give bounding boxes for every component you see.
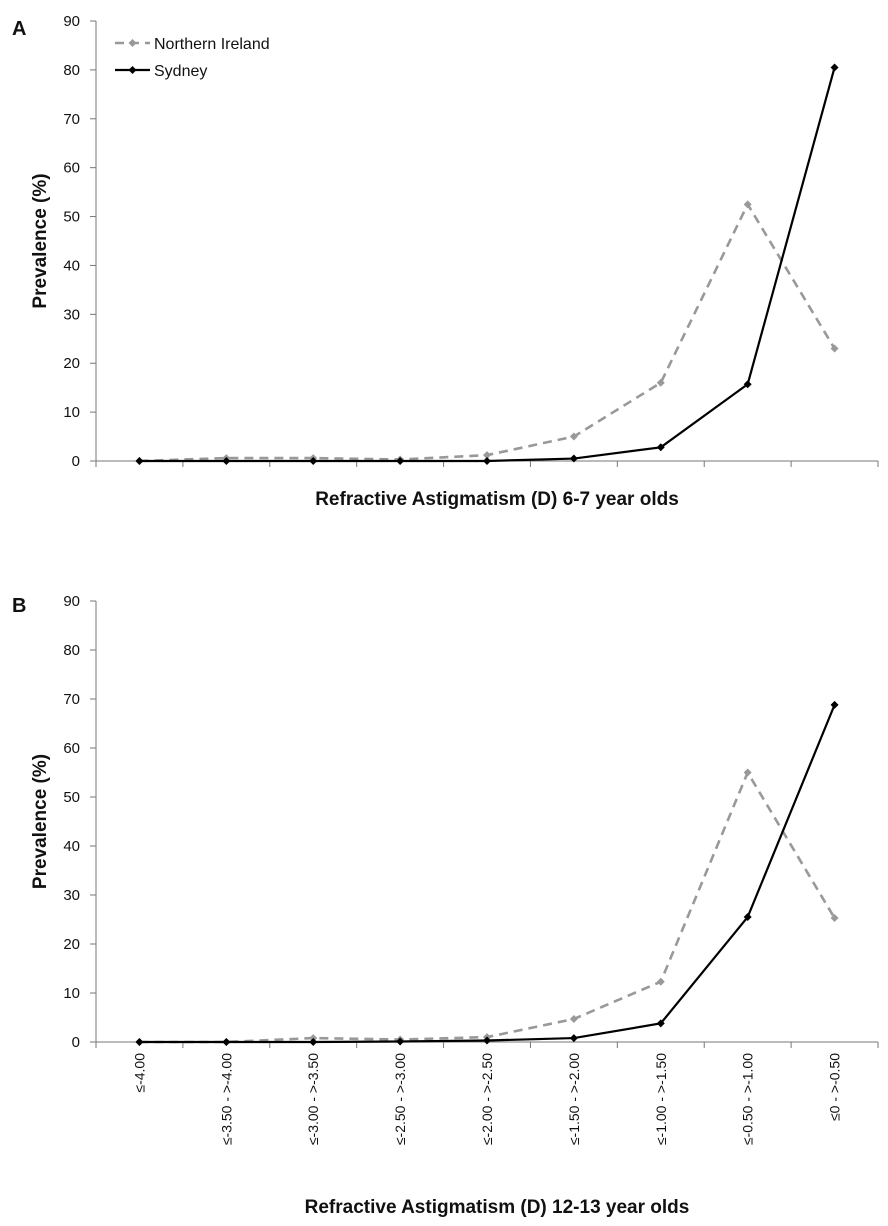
series-line-sydney bbox=[139, 704, 836, 1044]
x-tick-label: ≤-0.50 - >-1.00 bbox=[740, 1053, 756, 1145]
x-tick-label: ≤-2.00 - >-2.50 bbox=[479, 1053, 495, 1145]
data-point-sydney bbox=[743, 913, 752, 922]
chart-panel-a: A 0 10 20 30 40 50 60 70 80 90 Refractive Astigmati… bbox=[12, 13, 879, 510]
legend-label-northern-ireland: Northern Ireland bbox=[154, 36, 270, 53]
y-tick-label: 0 bbox=[72, 453, 80, 470]
x-tick-label: ≤-3.00 - >-3.50 bbox=[305, 1053, 321, 1145]
y-tick-label: 10 bbox=[63, 404, 80, 421]
x-axis-title: Refractive Astigmatism (D) 6-7 year olds bbox=[315, 489, 679, 510]
data-point-northern-ireland bbox=[569, 432, 578, 441]
y-tick-label: 70 bbox=[63, 691, 80, 708]
data-point-sydney bbox=[222, 457, 231, 465]
y-tick-label: 60 bbox=[63, 160, 80, 177]
data-point-sydney bbox=[569, 1034, 578, 1043]
y-tick-label: 40 bbox=[63, 838, 80, 855]
panel-label: B bbox=[12, 595, 26, 617]
y-tick-label: 0 bbox=[72, 1034, 80, 1051]
data-point-northern-ireland bbox=[743, 768, 752, 777]
x-tick-label: ≤0 - >-0.50 bbox=[827, 1053, 843, 1121]
y-tick-label: 10 bbox=[63, 985, 80, 1002]
data-point-sydney bbox=[830, 700, 839, 709]
y-tick-label: 30 bbox=[63, 887, 80, 904]
y-tick-label: 30 bbox=[63, 306, 80, 323]
x-tick-label: ≤-1.50 - >-2.00 bbox=[566, 1053, 582, 1145]
x-tick-label: ≤-4.00 bbox=[131, 1053, 147, 1093]
y-tick-label: 80 bbox=[63, 62, 80, 79]
legend-marker-northern-ireland bbox=[128, 39, 137, 47]
data-point-sydney bbox=[743, 380, 752, 389]
y-tick-label: 80 bbox=[63, 642, 80, 659]
data-point-sydney bbox=[135, 457, 144, 465]
chart-panel-b: B 0 10 20 30 40 50 60 70 80 90 ≤-4.00 ≤-3.50 - >-4.0… bbox=[12, 593, 879, 1218]
series-line-northern-ireland bbox=[139, 769, 836, 1044]
data-point-sydney bbox=[830, 63, 839, 72]
data-point-sydney bbox=[569, 454, 578, 463]
legend-label-sydney: Sydney bbox=[154, 63, 207, 80]
legend-marker-sydney bbox=[128, 66, 137, 74]
x-axis-title: Refractive Astigmatism (D) 12-13 year ol… bbox=[305, 1197, 690, 1218]
data-point-northern-ireland bbox=[656, 977, 665, 986]
y-tick-label: 90 bbox=[63, 593, 80, 610]
y-tick-label: 50 bbox=[63, 789, 80, 806]
data-point-northern-ireland bbox=[483, 451, 491, 460]
data-point-northern-ireland bbox=[830, 344, 839, 353]
data-point-sydney bbox=[396, 1037, 405, 1046]
y-tick-label: 60 bbox=[63, 740, 80, 757]
y-axis-title: Prevalence (%) bbox=[30, 754, 51, 889]
data-point-northern-ireland bbox=[569, 1014, 578, 1023]
series-line-sydney bbox=[139, 67, 836, 463]
y-axis-title: Prevalence (%) bbox=[30, 173, 51, 308]
data-point-sydney bbox=[483, 457, 491, 465]
y-tick-label: 40 bbox=[63, 257, 80, 274]
data-point-sydney bbox=[309, 457, 318, 465]
data-point-sydney bbox=[656, 443, 665, 452]
y-tick-label: 90 bbox=[63, 13, 80, 30]
data-point-northern-ireland bbox=[656, 378, 665, 387]
x-tick-label: ≤-1.00 - >-1.50 bbox=[653, 1053, 669, 1145]
data-point-sydney bbox=[396, 457, 405, 465]
data-point-sydney bbox=[656, 1019, 665, 1028]
y-tick-label: 70 bbox=[63, 111, 80, 128]
series-line-northern-ireland bbox=[139, 201, 836, 463]
data-point-sydney bbox=[135, 1038, 144, 1046]
y-tick-label: 50 bbox=[63, 209, 80, 226]
x-tick-label: ≤-3.50 - >-4.00 bbox=[218, 1053, 234, 1145]
legend: Northern Ireland Sydney bbox=[115, 36, 270, 80]
y-tick-label: 20 bbox=[63, 936, 80, 953]
data-point-sydney bbox=[483, 1036, 491, 1045]
data-point-northern-ireland bbox=[743, 200, 752, 209]
x-tick-label: ≤-2.50 - >-3.00 bbox=[392, 1053, 408, 1145]
panel-label: A bbox=[12, 18, 26, 40]
y-tick-label: 20 bbox=[63, 355, 80, 372]
data-point-sydney bbox=[309, 1038, 318, 1046]
data-point-sydney bbox=[222, 1038, 231, 1046]
data-point-northern-ireland bbox=[830, 914, 839, 923]
